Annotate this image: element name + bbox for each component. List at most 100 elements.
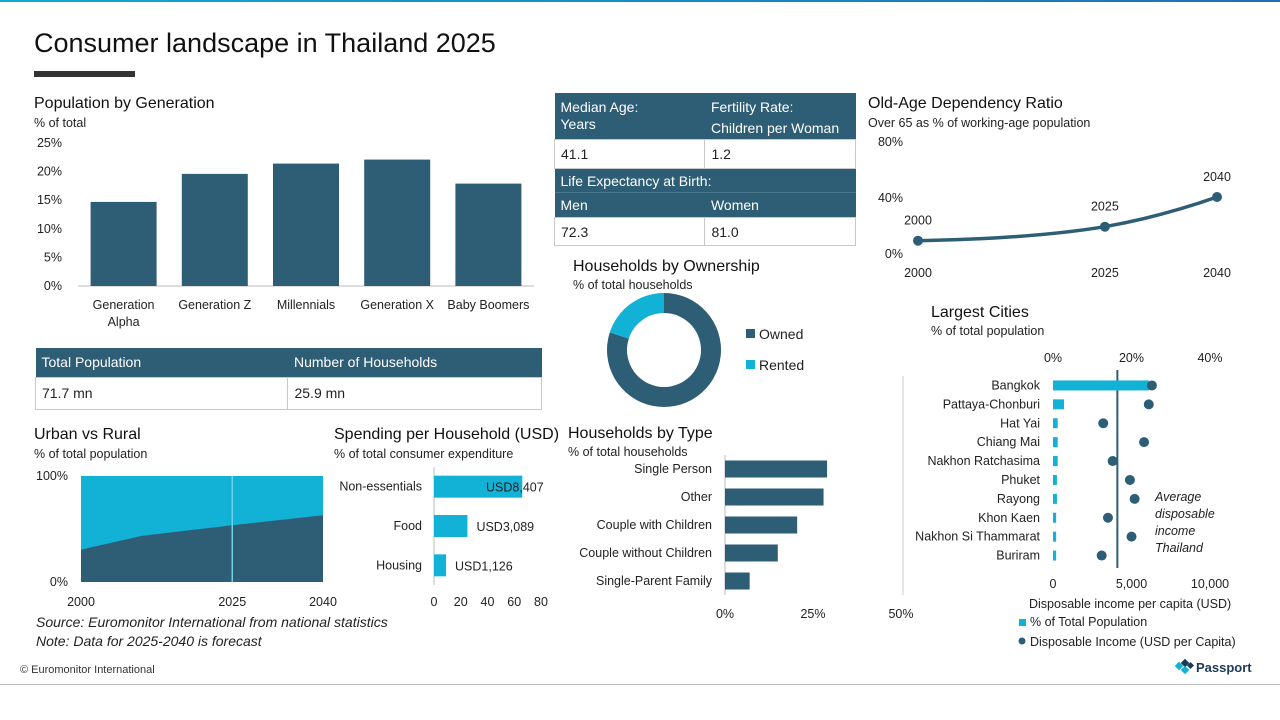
- cities-population-bar: [1053, 418, 1058, 429]
- gen-bar: [364, 159, 431, 286]
- spending-title: Spending per Household (USD): [334, 426, 560, 443]
- oldage-line: [917, 195, 1218, 243]
- cities-population-bar: [1053, 456, 1058, 467]
- household-type-bar: [725, 516, 798, 534]
- urban-rural-x-tick: 2040: [309, 595, 337, 609]
- cities-category-label: Nakhon Si Thammarat: [915, 530, 1040, 544]
- source-line: Source: Euromonitor International from n…: [36, 614, 388, 630]
- ownership-legend-label: Rented: [759, 357, 804, 373]
- cities-population-bar: [1053, 437, 1058, 448]
- women-header: Women: [704, 192, 856, 218]
- cities-average-label: income: [1155, 524, 1195, 538]
- cities-bottom-tick: 0: [1050, 577, 1057, 591]
- page-title: Consumer landscape in Thailand 2025: [34, 28, 496, 58]
- cities-income-point: [1126, 531, 1137, 542]
- oldage-y-tick: 0%: [885, 247, 903, 261]
- fertility-value: 1.2: [704, 139, 856, 169]
- source-note: Source: Euromonitor International from n…: [36, 613, 388, 651]
- oldage-point: [1099, 221, 1110, 232]
- households-value: 25.9 mn: [287, 376, 542, 410]
- oldage-point-label: 2000: [904, 214, 932, 228]
- cities-top-tick: 0%: [1044, 351, 1062, 365]
- demographics-table: Median Age: Years Fertility Rate: Children…: [553, 93, 856, 246]
- cities-category-label: Bangkok: [991, 378, 1040, 392]
- gen-y-tick: 20%: [37, 165, 62, 179]
- spending-x-tick: 0: [431, 595, 438, 609]
- population-generation-title: Population by Generation: [34, 95, 215, 112]
- household-type-category-label: Couple without Children: [579, 546, 712, 560]
- oldage-point: [1212, 192, 1222, 203]
- spending-value-label: USD8,407: [486, 481, 544, 495]
- urban-rural-x-tick: 2025: [218, 595, 246, 609]
- cities-income-point: [1124, 474, 1135, 485]
- oldage-point-label: 2040: [1203, 170, 1231, 184]
- oldage-y-tick: 40%: [878, 191, 903, 205]
- household-type-bar: [725, 460, 828, 478]
- median-age-header: Median Age: Years: [554, 93, 705, 140]
- cities-income-point: [1129, 493, 1140, 504]
- men-header: Men: [554, 192, 705, 218]
- spending-x-tick: 40: [481, 595, 495, 609]
- fertility-header: Fertility Rate: Children per Woman: [704, 93, 856, 140]
- cities-category-label: Nakhon Ratchasima: [927, 454, 1040, 468]
- cities-category-label: Buriram: [996, 549, 1040, 563]
- gen-bar: [455, 183, 522, 286]
- cities-income-point: [1139, 437, 1150, 448]
- gen-bar: [90, 201, 157, 286]
- spending-bar: [434, 515, 468, 537]
- spending-x-tick: 20: [454, 595, 468, 609]
- cities-category-label: Chiang Mai: [977, 435, 1040, 449]
- top-accent-line: [0, 0, 1280, 2]
- spending-category-label: Housing: [376, 558, 422, 572]
- population-households-table: Total Population Number of Households 71…: [34, 348, 542, 410]
- median-age-value: 41.1: [553, 139, 706, 169]
- cities-legend-label: % of Total Population: [1030, 615, 1147, 629]
- household-type-subtitle: % of total households: [568, 445, 688, 459]
- ownership-legend-swatch: [746, 360, 755, 369]
- oldage-x-tick: 2040: [1203, 266, 1231, 280]
- cities-legend-marker: [1018, 637, 1026, 645]
- cities-average-label: Average: [1154, 490, 1201, 504]
- cities-bottom-tick: 5,000: [1116, 577, 1147, 591]
- footer-divider: [0, 684, 1280, 685]
- title-underline: [34, 71, 135, 77]
- household-type-bar: [725, 544, 778, 562]
- urban-rural-x-tick: 2000: [67, 595, 95, 609]
- gen-x-tick: Millennials: [277, 298, 335, 312]
- cities-population-bar: [1053, 512, 1057, 523]
- household-type-x-tick: 50%: [888, 607, 913, 621]
- household-type-bar: [725, 572, 750, 590]
- cities-population-bar: [1053, 493, 1057, 504]
- urban-rural-title: Urban vs Rural: [34, 426, 141, 443]
- gen-x-tick: Baby Boomers: [447, 298, 529, 312]
- old-age-subtitle: Over 65 as % of working-age population: [868, 116, 1091, 130]
- cities-income-point: [1096, 550, 1107, 561]
- gen-y-tick: 25%: [37, 136, 62, 150]
- oldage-x-tick: 2000: [904, 266, 932, 280]
- life-expectancy-header: Life Expectancy at Birth:: [554, 168, 856, 193]
- cities-category-label: Khon Kaen: [978, 511, 1040, 525]
- household-type-x-tick: 0%: [716, 607, 734, 621]
- ownership-title: Households by Ownership: [573, 258, 760, 275]
- cities-legend-swatch: [1019, 619, 1026, 626]
- men-value: 72.3: [553, 217, 706, 246]
- cities-population-bar: [1053, 399, 1064, 410]
- spending-value-label: USD1,126: [455, 559, 513, 573]
- cities-category-label: Hat Yai: [1000, 416, 1040, 430]
- population-generation-subtitle: % of total: [34, 116, 87, 130]
- cities-income-point: [1102, 512, 1113, 523]
- oldage-y-tick: 80%: [878, 135, 903, 149]
- household-type-category-label: Single Person: [634, 462, 712, 476]
- gen-x-tick: Generation: [93, 298, 155, 312]
- spending-x-tick: 80: [534, 595, 548, 609]
- spending-value-label: USD3,089: [476, 520, 534, 534]
- cities-top-tick: 40%: [1197, 351, 1222, 365]
- household-type-x-tick: 25%: [800, 607, 825, 621]
- spending-bar: [434, 475, 523, 498]
- spending-category-label: Food: [394, 519, 423, 533]
- forecast-note: Note: Data for 2025-2040 is forecast: [36, 633, 262, 649]
- urban-rural-subtitle: % of total population: [34, 447, 148, 461]
- households-header: Number of Households: [287, 348, 542, 377]
- cities-subtitle: % of total population: [931, 324, 1045, 338]
- ownership-slice: [607, 293, 722, 407]
